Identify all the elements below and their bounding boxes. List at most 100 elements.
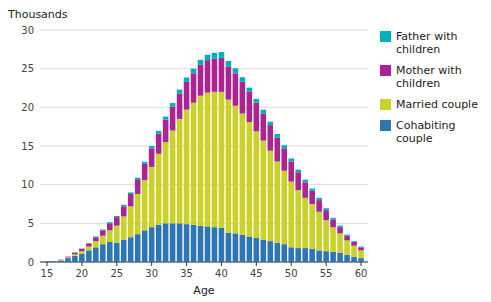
bar <box>142 164 148 180</box>
bar <box>72 252 78 253</box>
bar <box>121 206 127 216</box>
bar <box>93 237 99 241</box>
bar <box>295 190 301 248</box>
bar <box>58 260 64 262</box>
bar <box>170 223 176 262</box>
bar <box>72 254 78 256</box>
y-tick-label: 5 <box>28 218 34 229</box>
bar <box>170 103 176 106</box>
bar <box>128 237 134 262</box>
bar <box>114 217 120 226</box>
bar <box>149 146 155 148</box>
bar <box>226 61 232 66</box>
bar <box>358 258 364 262</box>
bar <box>247 236 253 262</box>
bar <box>226 233 232 262</box>
bar <box>184 224 190 262</box>
bar <box>240 82 246 114</box>
bar <box>240 114 246 235</box>
bar <box>351 257 357 262</box>
bar <box>358 247 364 250</box>
bar <box>233 106 239 234</box>
bar <box>219 52 225 58</box>
bar <box>72 256 78 262</box>
bar <box>107 222 113 223</box>
bar <box>254 103 260 132</box>
bar <box>65 256 71 258</box>
bar <box>226 100 232 233</box>
bar <box>44 261 50 262</box>
bar <box>156 225 162 262</box>
grid-line <box>40 184 368 185</box>
bar <box>344 236 350 241</box>
x-tick-label: 45 <box>250 268 263 279</box>
bar <box>170 107 176 131</box>
bar <box>107 230 113 242</box>
x-tick <box>326 262 327 266</box>
bar <box>184 78 190 82</box>
bar <box>198 65 204 96</box>
bar <box>86 243 92 246</box>
bar <box>114 216 120 217</box>
bar <box>121 205 127 207</box>
bar <box>351 241 357 243</box>
legend-swatch <box>380 31 391 42</box>
x-tick <box>186 262 187 266</box>
bar <box>295 172 301 190</box>
bar <box>316 212 322 251</box>
bar <box>274 137 280 161</box>
x-tick <box>151 262 152 266</box>
legend-label-line: children <box>396 77 440 90</box>
bar <box>163 117 169 120</box>
bar <box>163 223 169 262</box>
bar <box>212 59 218 92</box>
bar <box>86 243 92 244</box>
x-tick <box>81 262 82 266</box>
bar <box>344 235 350 236</box>
bar <box>44 261 50 262</box>
y-axis-label: Thousands <box>7 8 68 21</box>
bar <box>163 142 169 223</box>
bar <box>198 226 204 262</box>
y-tick-label: 10 <box>21 179 34 190</box>
bar <box>79 253 85 262</box>
bar <box>79 249 85 251</box>
bar <box>86 250 92 262</box>
bar <box>254 131 260 238</box>
y-tick-label: 0 <box>28 257 34 268</box>
bar <box>170 131 176 224</box>
bar <box>156 154 162 225</box>
bar <box>149 167 155 227</box>
bar <box>309 249 315 262</box>
bar <box>184 110 190 224</box>
bar <box>128 206 134 237</box>
x-tick <box>46 262 47 266</box>
y-tick-label: 15 <box>21 141 34 152</box>
bar <box>337 253 343 262</box>
bar <box>51 261 57 262</box>
legend-label-line: couple <box>396 132 433 145</box>
bar <box>240 235 246 262</box>
bar <box>142 180 148 230</box>
bar <box>58 259 64 260</box>
bar <box>100 236 106 245</box>
y-tick-label: 20 <box>21 102 34 113</box>
bar <box>288 247 294 262</box>
bar <box>44 261 50 262</box>
bar <box>198 60 204 65</box>
x-tick-label: 15 <box>41 268 54 279</box>
y-tick-label: 30 <box>21 25 34 36</box>
bar <box>121 240 127 262</box>
bar <box>100 229 106 231</box>
bar <box>316 200 322 212</box>
legend-swatch <box>380 99 391 110</box>
bar <box>358 246 364 248</box>
bar <box>142 162 148 164</box>
bar <box>191 69 197 74</box>
grid-line <box>40 107 368 108</box>
legend-label-line: Father with <box>396 30 457 43</box>
bar <box>128 192 134 194</box>
x-tick-label: 20 <box>76 268 89 279</box>
bar <box>198 96 204 226</box>
series <box>72 52 364 253</box>
